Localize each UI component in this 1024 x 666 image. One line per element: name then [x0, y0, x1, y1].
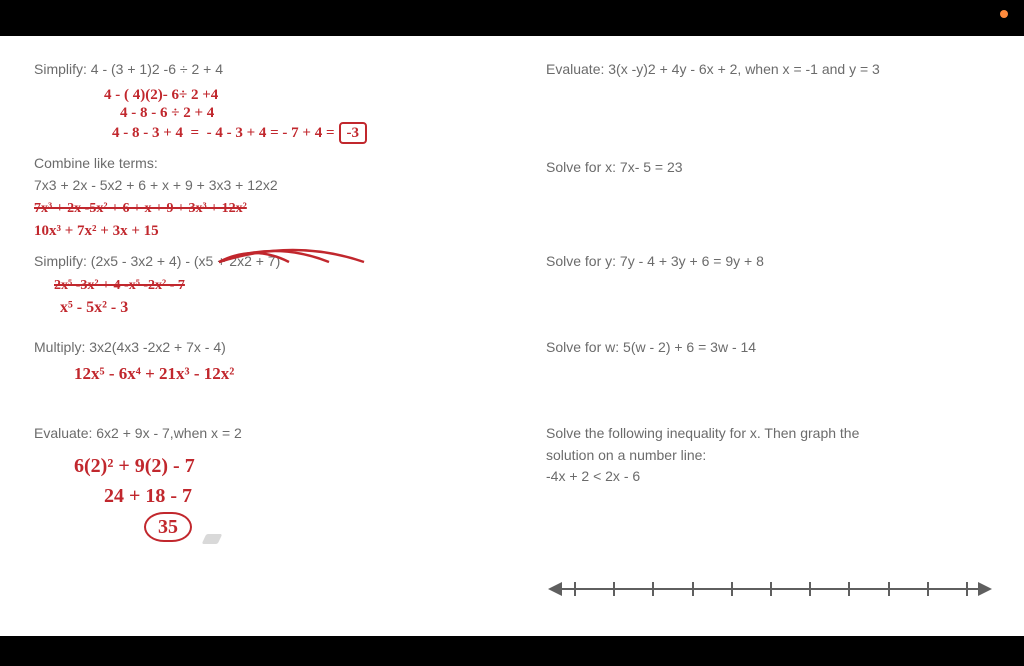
p5-answer-wrap: 35 — [144, 512, 242, 542]
p1-answer-box: -3 — [339, 122, 368, 144]
numberline-tick — [652, 582, 654, 596]
p1-work-1: 4 - ( 4)(2)- 6÷ 2 +4 — [104, 86, 367, 104]
numberline-tick — [692, 582, 694, 596]
record-indicator-icon — [1000, 10, 1008, 18]
p5-work-1: 6(2)² + 9(2) - 7 — [74, 454, 242, 478]
numberline-tick — [927, 582, 929, 596]
numberline-tick — [731, 582, 733, 596]
number-line — [550, 570, 990, 610]
pencil-cursor-icon — [202, 534, 223, 544]
p3-answer: x⁵ - 5x² - 3 — [60, 298, 280, 317]
p6-prompt: Evaluate: 3(x -y)2 + 4y - 6x + 2, when x… — [546, 60, 880, 80]
numberline-tick — [613, 582, 615, 596]
p1-work-3: 4 - 8 - 3 + 4 = - 4 - 3 + 4 = - 7 + 4 =-… — [112, 122, 367, 144]
problem-5: Evaluate: 6x2 + 9x - 7,when x = 2 6(2)² … — [34, 424, 242, 542]
p5-prompt: Evaluate: 6x2 + 9x - 7,when x = 2 — [34, 424, 242, 444]
p2-answer: 10x³ + 7x² + 3x + 15 — [34, 222, 278, 240]
problem-1: Simplify: 4 - (3 + 1)2 -6 ÷ 2 + 4 4 - ( … — [34, 60, 367, 144]
p1-prompt: Simplify: 4 - (3 + 1)2 -6 ÷ 2 + 4 — [34, 60, 367, 80]
p10-prompt-3: -4x + 2 < 2x - 6 — [546, 467, 859, 487]
numberline-tick — [888, 582, 890, 596]
p3-prompt: Simplify: (2x5 - 3x2 + 4) - (x5 + 2x2 + … — [34, 252, 280, 272]
numberline-tick — [809, 582, 811, 596]
p4-answer: 12x⁵ - 6x⁴ + 21x³ - 12x² — [74, 364, 234, 384]
problem-10: Solve the following inequality for x. Th… — [546, 424, 859, 493]
problem-2: Combine like terms: 7x3 + 2x - 5x2 + 6 +… — [34, 154, 278, 240]
p2-prompt-1: Combine like terms: — [34, 154, 278, 174]
numberline-tick — [770, 582, 772, 596]
problem-3: Simplify: (2x5 - 3x2 + 4) - (x5 + 2x2 + … — [34, 252, 280, 318]
p7-prompt: Solve for x: 7x- 5 = 23 — [546, 158, 683, 178]
video-top-bar — [0, 0, 1024, 36]
video-bottom-bar — [0, 636, 1024, 666]
p1-work-2: 4 - 8 - 6 ÷ 2 + 4 — [120, 104, 367, 122]
problem-4: Multiply: 3x2(4x3 -2x2 + 7x - 4) 12x⁵ - … — [34, 338, 234, 384]
numberline-tick — [574, 582, 576, 596]
p5-work-2: 24 + 18 - 7 — [104, 484, 242, 508]
p10-prompt-1: Solve the following inequality for x. Th… — [546, 424, 859, 444]
p5-work-2-text: 24 + 18 - 7 — [104, 485, 192, 507]
numberline-arrow-right-icon — [978, 582, 992, 596]
p4-prompt: Multiply: 3x2(4x3 -2x2 + 7x - 4) — [34, 338, 234, 358]
p8-prompt: Solve for y: 7y - 4 + 3y + 6 = 9y + 8 — [546, 252, 764, 272]
p10-prompt-2: solution on a number line: — [546, 446, 859, 466]
numberline-tick — [848, 582, 850, 596]
numberline-tick — [966, 582, 968, 596]
p2-work-struck: 7x³ + 2x -5x² + 6 + x + 9 + 3x³ + 12x² — [34, 201, 278, 218]
p9-prompt: Solve for w: 5(w - 2) + 6 = 3w - 14 — [546, 338, 756, 358]
worksheet-page: Simplify: 4 - (3 + 1)2 -6 ÷ 2 + 4 4 - ( … — [0, 36, 1024, 636]
p3-work-struck: 2x⁵ -3x² + 4 -x⁵ -2x² - 7 — [54, 278, 280, 295]
p2-prompt-2: 7x3 + 2x - 5x2 + 6 + x + 9 + 3x3 + 12x2 — [34, 176, 278, 196]
p1-work-3-text: 4 - 8 - 3 + 4 = - 4 - 3 + 4 = - 7 + 4 = — [112, 125, 335, 141]
p5-answer-circle: 35 — [144, 512, 192, 542]
